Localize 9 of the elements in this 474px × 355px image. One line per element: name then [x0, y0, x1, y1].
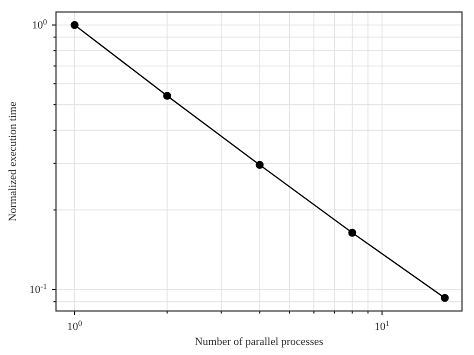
point — [440, 294, 449, 302]
point — [348, 228, 356, 237]
y-axis-title: Normalized execution time — [7, 102, 19, 222]
point — [256, 160, 264, 169]
point — [70, 21, 79, 30]
x-axis-title: Number of parallel processes — [194, 336, 324, 348]
point — [163, 92, 172, 100]
y-tick-label: 10$^{-1}$ — [29, 282, 47, 296]
x-tick-label: 10$^{1}$ — [374, 318, 390, 333]
